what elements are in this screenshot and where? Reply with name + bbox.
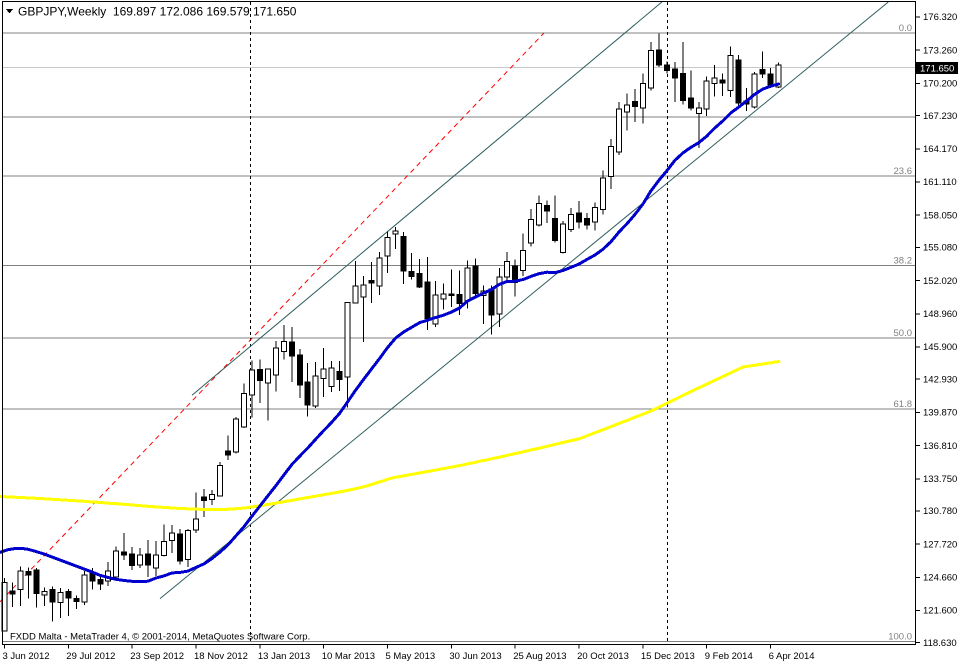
svg-text:23 Sep 2012: 23 Sep 2012: [130, 651, 184, 662]
svg-text:38.2: 38.2: [894, 256, 913, 267]
svg-text:3 Jun 2012: 3 Jun 2012: [3, 651, 50, 662]
svg-text:133.750: 133.750: [923, 474, 957, 485]
svg-text:23.6: 23.6: [894, 166, 913, 177]
svg-text:139.870: 139.870: [923, 408, 957, 419]
svg-text:18 Nov 2012: 18 Nov 2012: [194, 651, 248, 662]
svg-text:167.230: 167.230: [923, 111, 957, 122]
svg-text:161.110: 161.110: [923, 177, 957, 188]
svg-text:173.260: 173.260: [923, 45, 957, 56]
svg-text:25 Aug 2013: 25 Aug 2013: [513, 651, 566, 662]
svg-text:121.600: 121.600: [923, 606, 957, 617]
svg-text:5 May 2013: 5 May 2013: [386, 651, 436, 662]
svg-text:6 Apr 2014: 6 Apr 2014: [769, 651, 815, 662]
svg-text:158.050: 158.050: [923, 210, 957, 221]
svg-text:136.810: 136.810: [923, 441, 957, 452]
svg-text:124.660: 124.660: [923, 573, 957, 584]
svg-text:9 Feb 2014: 9 Feb 2014: [705, 651, 753, 662]
svg-text:127.720: 127.720: [923, 539, 957, 550]
svg-text:13 Jan 2013: 13 Jan 2013: [258, 651, 310, 662]
svg-text:20 Oct 2013: 20 Oct 2013: [577, 651, 629, 662]
svg-text:30 Jun 2013: 30 Jun 2013: [449, 651, 501, 662]
svg-text:50.0: 50.0: [894, 328, 913, 339]
svg-text:170.200: 170.200: [923, 79, 957, 90]
svg-text:118.630: 118.630: [923, 638, 957, 649]
svg-text:142.930: 142.930: [923, 374, 957, 385]
svg-text:164.170: 164.170: [923, 144, 957, 155]
svg-text:176.320: 176.320: [923, 12, 957, 23]
svg-text:148.960: 148.960: [923, 309, 957, 320]
svg-text:130.780: 130.780: [923, 506, 957, 517]
svg-text:15 Dec 2013: 15 Dec 2013: [641, 651, 695, 662]
svg-text:29 Jul 2012: 29 Jul 2012: [66, 651, 115, 662]
svg-text:152.020: 152.020: [923, 276, 957, 287]
svg-text:171.650: 171.650: [920, 64, 954, 75]
svg-text:155.080: 155.080: [923, 243, 957, 254]
svg-text:61.8: 61.8: [894, 399, 913, 410]
svg-text:100.0: 100.0: [888, 632, 912, 643]
svg-text:0.0: 0.0: [899, 23, 912, 34]
svg-text:FXDD Malta - MetaTrader 4, © 2: FXDD Malta - MetaTrader 4, © 2001-2014, …: [10, 632, 310, 643]
svg-text:GBPJPY,Weekly 169.897 172.086: GBPJPY,Weekly 169.897 172.086 169.579 17…: [18, 5, 297, 19]
svg-text:10 Mar 2013: 10 Mar 2013: [322, 651, 375, 662]
svg-text:145.900: 145.900: [923, 342, 957, 353]
